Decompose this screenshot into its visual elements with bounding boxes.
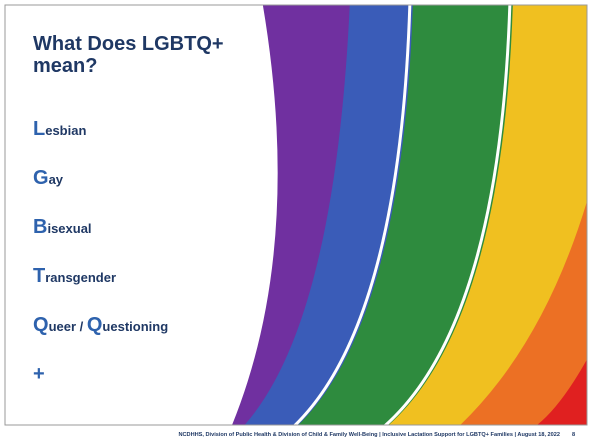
term: Queer / Questioning xyxy=(33,314,168,337)
term: Transgender xyxy=(33,265,116,288)
term-initial: Q xyxy=(87,314,103,336)
slide: What Does LGBTQ+ mean? Lesbian Gay Bisexua… xyxy=(0,0,592,445)
term: Bisexual xyxy=(33,216,92,239)
term-initial: T xyxy=(33,265,45,287)
term-rest: isexual xyxy=(47,221,91,236)
term-initial: + xyxy=(33,363,45,385)
slide-title: What Does LGBTQ+ mean? xyxy=(33,33,233,77)
page-number: 8 xyxy=(572,432,575,438)
term: + xyxy=(33,363,45,386)
term: Lesbian xyxy=(33,118,86,141)
footer: NCDHHS, Division of Public Health & Divi… xyxy=(0,432,560,438)
term-rest: ransgender xyxy=(45,270,116,285)
term-initial: L xyxy=(33,118,45,140)
term-rest: ueer / xyxy=(49,319,87,334)
term-rest: esbian xyxy=(45,123,86,138)
term-initial: G xyxy=(33,167,49,189)
term-initial: B xyxy=(33,216,47,238)
term-initial: Q xyxy=(33,314,49,336)
term-rest: uestioning xyxy=(102,319,168,334)
term: Gay xyxy=(33,167,63,190)
term-rest: ay xyxy=(49,172,63,187)
